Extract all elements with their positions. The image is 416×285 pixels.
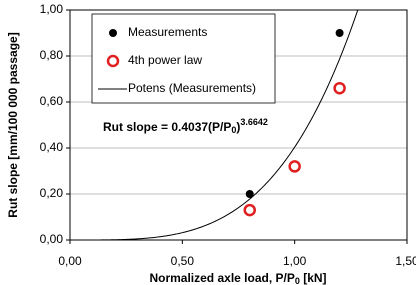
x-tick-label: 0,00	[58, 254, 82, 268]
y-tick-label: 0,00	[40, 232, 64, 246]
y-tick-label: 0,60	[40, 94, 64, 108]
y-tick-label: 1,00	[40, 2, 64, 16]
fit-line	[70, 10, 359, 240]
legend-label: Measurements	[128, 25, 207, 39]
legend-marker	[109, 29, 117, 37]
x-axis-label-unit: [kN]	[300, 271, 327, 285]
dot-marker	[335, 29, 344, 37]
ring-marker	[333, 81, 346, 95]
equation-exponent: 3.6642	[240, 117, 268, 127]
legend-marker	[106, 54, 120, 68]
x-tick-label: 1,50	[395, 254, 416, 268]
x-axis-label-text: Normalized axle load, P/P	[149, 271, 294, 285]
x-axis-label: Normalized axle load, P/P0 [kN]	[149, 271, 326, 285]
y-tick-label: 0,20	[40, 186, 64, 200]
plot-border	[69, 9, 408, 241]
equation-subscript: 0	[231, 125, 236, 135]
equation-base: (P/P	[208, 120, 231, 134]
legend-label: 4th power law	[128, 53, 202, 67]
y-axis-label: Rut slope [mm/100 000 passage]	[6, 32, 20, 217]
equation-coefficient: 0.4037	[171, 120, 208, 134]
x-axis-label-sub: 0	[295, 276, 300, 285]
ring-marker	[288, 160, 301, 173]
ring-marker	[243, 203, 256, 217]
y-tick-label: 0,80	[40, 48, 64, 62]
x-tick-label: 1,00	[283, 254, 307, 268]
y-tick-label: 0,40	[40, 140, 64, 154]
legend-label: Potens (Measurements)	[128, 81, 256, 95]
legend-box	[91, 13, 276, 104]
equation-close: )	[236, 120, 240, 134]
dot-marker	[245, 190, 254, 198]
equation-prefix: Rut slope =	[103, 120, 171, 134]
fit-equation: Rut slope = 0.4037(P/P0)3.6642	[103, 117, 268, 135]
x-tick-label: 0,50	[171, 254, 195, 268]
